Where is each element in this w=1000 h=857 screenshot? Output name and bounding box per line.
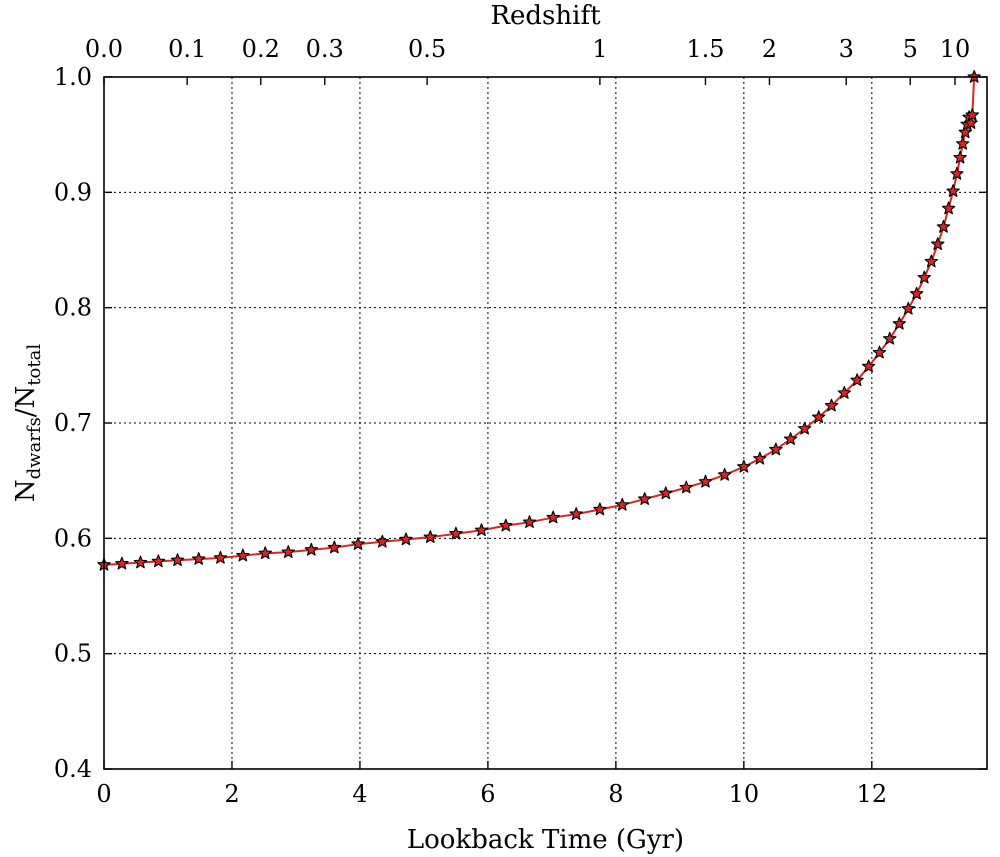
data-point xyxy=(659,486,673,500)
data-point xyxy=(615,497,630,511)
data-point xyxy=(327,540,342,554)
y-tick-label: 0.4 xyxy=(54,755,92,783)
top-tick-label: 0.1 xyxy=(168,35,206,63)
x-tick-label: 10 xyxy=(729,780,760,808)
data-point xyxy=(449,526,463,540)
data-point xyxy=(375,534,390,548)
x-tick-label: 2 xyxy=(224,780,239,808)
data-point xyxy=(717,467,732,481)
top-tick-label: 0.2 xyxy=(242,35,280,63)
grid xyxy=(104,77,987,769)
top-tick-label: 2 xyxy=(762,35,777,63)
data-point xyxy=(946,184,960,197)
series-layer xyxy=(97,69,981,571)
top-tick-label: 3 xyxy=(839,35,854,63)
data-point xyxy=(783,432,798,445)
data-point xyxy=(637,492,652,505)
data-point xyxy=(811,410,826,424)
data-point xyxy=(901,301,916,315)
y-label-sub2: total xyxy=(24,344,45,386)
top-tick-label: 0.3 xyxy=(306,35,344,63)
data-point xyxy=(837,385,852,399)
data-point xyxy=(593,502,607,516)
x-tick-label: 0 xyxy=(96,780,111,808)
series-line xyxy=(103,76,976,566)
data-point xyxy=(941,201,956,215)
data-point xyxy=(861,359,876,373)
data-point xyxy=(304,542,319,556)
data-point xyxy=(958,125,972,139)
data-point xyxy=(909,286,924,300)
data-point xyxy=(546,510,560,524)
y-label-sep: /N xyxy=(11,386,41,418)
data-point xyxy=(423,530,438,543)
data-point xyxy=(917,270,932,284)
ticks-layer: 0 2 4 6 8 10 120.40.50.60.70.80.91.00.0 0.1 0.2 0… xyxy=(54,35,987,808)
data-point xyxy=(351,537,365,550)
x-tick-label: 4 xyxy=(352,780,367,808)
y-tick-label: 0.5 xyxy=(54,640,92,668)
x-tick-label: 12 xyxy=(857,780,888,808)
data-point xyxy=(258,546,272,560)
data-point xyxy=(170,553,185,567)
data-point xyxy=(936,219,951,233)
y-label-sub1: dwarfs xyxy=(24,417,45,479)
x-tick-label: 6 xyxy=(480,780,495,808)
x-tick-label: 8 xyxy=(608,780,623,808)
top-axis-label: Redshift xyxy=(490,1,601,31)
top-tick-label: 0.0 xyxy=(85,35,123,63)
y-tick-label: 0.6 xyxy=(54,524,92,552)
data-point xyxy=(769,442,783,456)
data-point xyxy=(737,459,751,473)
data-point xyxy=(499,518,513,532)
data-point xyxy=(236,548,250,562)
data-point xyxy=(824,398,839,412)
data-point xyxy=(965,108,980,121)
top-tick-label: 10 xyxy=(940,35,971,63)
y-tick-label: 0.9 xyxy=(54,178,92,206)
data-point xyxy=(850,373,864,387)
data-point xyxy=(924,254,939,268)
data-point xyxy=(797,421,812,435)
data-point xyxy=(964,116,978,129)
data-point xyxy=(872,345,887,359)
data-point xyxy=(191,552,206,565)
data-point xyxy=(281,545,296,558)
y-label-main: N xyxy=(11,479,41,502)
top-tick-label: 1 xyxy=(592,35,607,63)
data-point xyxy=(474,523,489,537)
data-point xyxy=(115,556,129,570)
data-point xyxy=(698,474,713,488)
y-tick-label: 0.7 xyxy=(54,409,92,437)
data-point xyxy=(931,237,945,251)
data-point xyxy=(399,532,413,546)
data-point xyxy=(950,166,964,180)
data-point xyxy=(892,316,907,330)
y-tick-label: 1.0 xyxy=(54,63,92,91)
data-point xyxy=(213,550,228,564)
data-point xyxy=(753,451,767,465)
data-point xyxy=(955,136,970,150)
x-axis-label: Lookback Time (Gyr) xyxy=(407,825,684,855)
data-point xyxy=(133,555,148,569)
data-point xyxy=(151,554,166,568)
data-point xyxy=(953,150,967,164)
y-tick-label: 0.8 xyxy=(54,294,92,322)
y-axis-label: Ndwarfs/Ntotal xyxy=(11,344,45,502)
data-point xyxy=(883,331,897,345)
data-point xyxy=(522,515,537,528)
top-tick-label: 5 xyxy=(903,35,918,63)
top-tick-label: 1.5 xyxy=(686,35,724,63)
data-point xyxy=(569,507,583,520)
top-tick-label: 0.5 xyxy=(408,35,446,63)
data-point xyxy=(679,480,693,494)
